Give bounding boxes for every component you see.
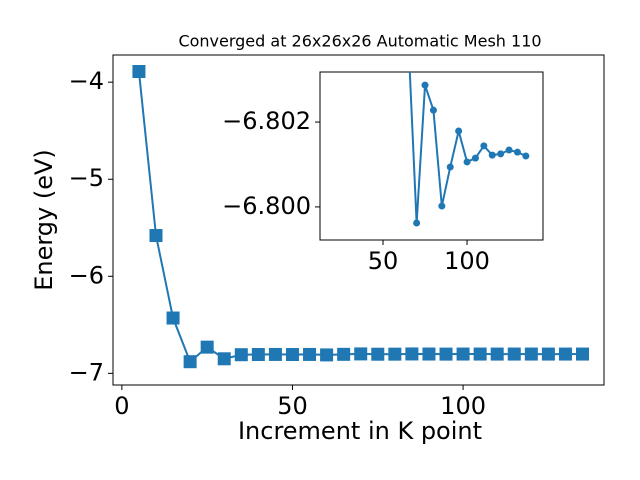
x-tick-label: 50 — [368, 247, 399, 275]
y-tick-label: −7 — [69, 358, 104, 386]
marker — [522, 152, 530, 160]
marker — [429, 106, 437, 114]
marker — [149, 229, 163, 243]
marker — [473, 347, 487, 361]
y-tick-label: −6.802 — [222, 107, 311, 135]
marker — [303, 347, 317, 361]
marker — [558, 347, 572, 361]
marker — [541, 347, 555, 361]
marker — [490, 347, 504, 361]
marker — [268, 347, 282, 361]
marker — [456, 347, 470, 361]
marker — [488, 151, 496, 159]
plot-area — [112, 54, 605, 386]
marker — [183, 355, 197, 369]
y-tick-label: −6 — [69, 261, 104, 289]
marker — [497, 150, 505, 158]
marker — [132, 65, 146, 78]
marker — [505, 146, 513, 154]
marker — [480, 142, 488, 150]
marker — [438, 202, 446, 210]
marker — [455, 127, 463, 135]
marker — [388, 347, 402, 361]
line — [408, 72, 527, 224]
marker — [166, 311, 180, 325]
marker — [422, 347, 436, 361]
marker — [217, 352, 231, 366]
y-axis-label: Energy (eV) — [30, 149, 58, 291]
y-tick-label: −5 — [69, 164, 104, 192]
marker — [200, 340, 214, 354]
y-tick-label: −4 — [69, 67, 104, 95]
x-tick-label: 100 — [444, 247, 490, 275]
marker — [371, 347, 385, 361]
x-tick-label: 0 — [114, 392, 129, 420]
marker — [524, 347, 538, 361]
x-tick-label: 100 — [440, 392, 486, 420]
marker — [234, 348, 248, 362]
marker — [513, 148, 521, 156]
marker — [576, 347, 590, 361]
marker — [337, 347, 351, 361]
marker — [251, 348, 265, 362]
marker — [421, 81, 429, 89]
x-tick-label: 50 — [277, 392, 308, 420]
plot-area — [319, 71, 544, 241]
marker — [446, 163, 454, 171]
marker — [354, 347, 368, 361]
x-axis-label: Increment in K point — [238, 417, 482, 445]
series — [408, 72, 530, 227]
marker — [439, 347, 453, 361]
series — [132, 65, 590, 369]
line — [137, 71, 583, 364]
marker — [471, 154, 479, 162]
marker — [320, 348, 334, 362]
marker — [413, 219, 421, 227]
marker — [507, 347, 521, 361]
marker — [463, 158, 471, 166]
marker — [285, 348, 299, 362]
y-tick-label: −6.800 — [222, 192, 311, 220]
chart-title: Converged at 26x26x26 Automatic Mesh 110 — [178, 32, 541, 51]
marker — [405, 347, 419, 361]
